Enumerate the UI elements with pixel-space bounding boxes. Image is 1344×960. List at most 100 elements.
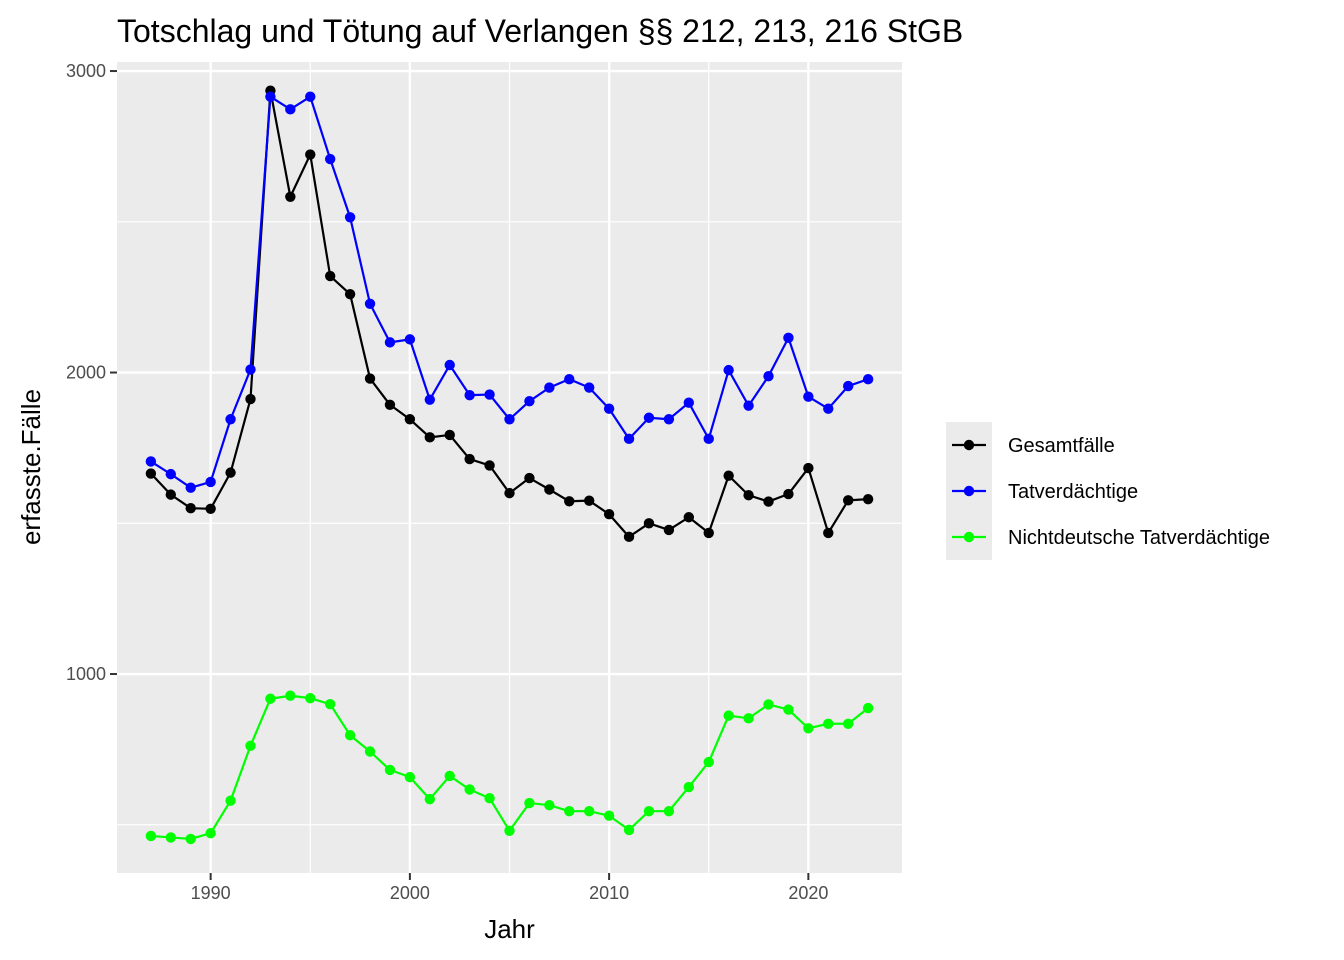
series-2-point — [265, 91, 276, 102]
series-3-point — [663, 805, 675, 817]
series-2-point — [544, 382, 555, 393]
y-tick-label: 1000 — [66, 664, 106, 684]
series-1-point — [743, 490, 754, 501]
series-2-point — [703, 433, 714, 445]
series-3-point — [703, 756, 714, 768]
y-axis-label: erfasste.Fälle — [16, 389, 46, 545]
grid-minor — [117, 62, 902, 873]
series-3-point — [205, 828, 216, 839]
chart-title: Totschlag und Tötung auf Verlangen §§ 21… — [117, 13, 963, 49]
series-3-point — [424, 793, 436, 805]
series-3-point — [623, 824, 635, 836]
series-2-point — [444, 359, 455, 371]
series-1-point — [763, 496, 774, 507]
series-1-point — [643, 518, 655, 529]
series-1-point — [484, 460, 495, 471]
series-1-point — [843, 495, 854, 506]
series-2-point — [424, 394, 436, 405]
series-2-point — [504, 414, 515, 425]
series-3-point — [225, 795, 236, 806]
series-2-point — [683, 397, 695, 408]
series-1-point — [424, 432, 436, 443]
series-2-point — [364, 298, 376, 309]
series-1-point — [544, 484, 555, 495]
series-1-point — [225, 467, 236, 478]
axes-layer: 1990 2000 2010 2020 1000 2000 3000 — [66, 61, 828, 903]
legend-key-point — [963, 439, 975, 451]
series-3-point — [364, 746, 376, 757]
series-1-point — [524, 472, 535, 484]
series-3-point — [843, 718, 854, 729]
series-1-point — [245, 393, 256, 405]
legend-key-point — [963, 485, 975, 497]
legend-label: Gesamtfälle — [1008, 435, 1115, 457]
series-1-point — [145, 468, 157, 479]
series-2-point — [285, 104, 296, 115]
series-3-point — [344, 730, 356, 741]
legend-item: Tatverdächtige — [952, 481, 1138, 503]
series-layer — [145, 85, 874, 845]
series-2-point — [663, 414, 675, 425]
y-tick-label: 2000 — [66, 363, 106, 383]
x-tick-label: 2020 — [788, 883, 828, 903]
series-2-point — [344, 212, 356, 223]
series-2-point — [524, 395, 535, 407]
series-3-point — [683, 781, 695, 793]
series-3-point — [384, 764, 396, 776]
series-2-point — [324, 153, 336, 165]
series-1-point — [823, 527, 834, 539]
series-1 — [145, 85, 874, 543]
series-3-point — [165, 832, 176, 843]
legend-key-point — [963, 531, 975, 543]
x-axis-label: Jahr — [484, 914, 535, 944]
series-2-point — [623, 433, 635, 445]
series-1-point — [464, 453, 475, 465]
legend-label: Tatverdächtige — [1008, 481, 1138, 503]
series-2-point — [862, 373, 874, 385]
series-1-point — [344, 288, 356, 300]
series-1-point — [783, 488, 794, 500]
series-2 — [145, 91, 874, 493]
series-2-point — [643, 412, 655, 423]
x-tick-label: 1990 — [191, 883, 231, 903]
series-3-point — [464, 784, 475, 795]
series-2-point — [464, 389, 475, 401]
series-3-point — [763, 699, 774, 710]
series-2-point — [305, 91, 316, 102]
series-1-point — [862, 493, 874, 505]
series-1-point — [663, 524, 675, 536]
series-3-point — [305, 692, 316, 704]
series-3-point — [404, 771, 416, 783]
series-1-point — [564, 496, 575, 507]
series-3-point — [862, 702, 874, 714]
series-2-point — [803, 391, 814, 402]
series-2-point — [245, 364, 256, 375]
x-tick-label: 2010 — [589, 883, 629, 903]
series-2-point — [763, 370, 774, 382]
series-2-point — [583, 382, 595, 393]
series-1-point — [504, 487, 515, 499]
legend: Gesamtfälle Tatverdächtige Nichtdeutsche T… — [946, 422, 1270, 560]
series-2-point — [783, 332, 794, 344]
series-3-point — [803, 723, 814, 734]
series-2-point — [603, 403, 615, 414]
series-3-point — [245, 740, 256, 751]
series-3-point — [544, 799, 555, 811]
series-2-point — [145, 456, 157, 467]
series-3-point — [145, 830, 157, 842]
series-3-point — [603, 810, 615, 821]
series-1-point — [623, 531, 635, 543]
series-3-point — [643, 805, 655, 817]
x-tick-label: 2000 — [390, 883, 430, 903]
series-3-point — [823, 718, 834, 729]
series-1-point — [384, 399, 396, 410]
series-1-point — [185, 503, 196, 514]
series-1-point — [803, 462, 814, 474]
series-1-point — [723, 470, 734, 481]
legend-item: Gesamtfälle — [952, 435, 1115, 457]
series-3-point — [444, 770, 455, 782]
series-1-point — [583, 495, 595, 506]
series-1-point — [165, 489, 176, 500]
series-2-point — [564, 373, 575, 385]
